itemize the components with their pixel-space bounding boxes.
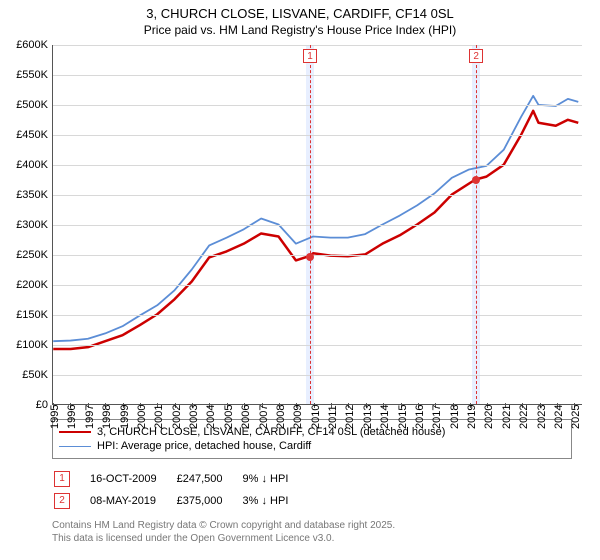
series-line-price_paid bbox=[53, 111, 578, 349]
x-axis-label: 2014 bbox=[379, 405, 391, 429]
chart-titles: 3, CHURCH CLOSE, LISVANE, CARDIFF, CF14 … bbox=[0, 0, 600, 37]
x-axis-label: 2008 bbox=[275, 405, 287, 429]
x-axis-label: 2021 bbox=[501, 405, 513, 429]
x-axis-label: 1998 bbox=[101, 405, 113, 429]
sale-index-badge: 1 bbox=[54, 471, 70, 487]
y-axis-label: £100K bbox=[0, 339, 48, 351]
x-axis-label: 2018 bbox=[449, 405, 461, 429]
y-axis-label: £600K bbox=[0, 39, 48, 51]
y-axis-label: £550K bbox=[0, 69, 48, 81]
gridline bbox=[53, 165, 582, 166]
y-axis-label: £150K bbox=[0, 309, 48, 321]
x-axis-label: 2007 bbox=[258, 405, 270, 429]
x-axis-label: 2006 bbox=[240, 405, 252, 429]
y-axis-label: £50K bbox=[0, 369, 48, 381]
x-axis-label: 2016 bbox=[414, 405, 426, 429]
x-axis-label: 1999 bbox=[119, 405, 131, 429]
x-axis-label: 2009 bbox=[292, 405, 304, 429]
event-dashed-line bbox=[310, 45, 311, 404]
y-axis-label: £450K bbox=[0, 129, 48, 141]
sale-date: 08-MAY-2019 bbox=[90, 491, 175, 511]
footnote-line: Contains HM Land Registry data © Crown c… bbox=[52, 519, 600, 532]
sale-delta: 3% ↓ HPI bbox=[243, 491, 307, 511]
x-axis-label: 1995 bbox=[49, 405, 61, 429]
gridline bbox=[53, 225, 582, 226]
x-axis-label: 1997 bbox=[84, 405, 96, 429]
x-axis-label: 2000 bbox=[136, 405, 148, 429]
x-axis-label: 2004 bbox=[205, 405, 217, 429]
gridline bbox=[53, 135, 582, 136]
chart-container: 3, CHURCH CLOSE, LISVANE, CARDIFF, CF14 … bbox=[0, 0, 600, 545]
sale-dot bbox=[306, 253, 314, 261]
footnote: Contains HM Land Registry data © Crown c… bbox=[52, 519, 600, 545]
table-row: 2 08-MAY-2019 £375,000 3% ↓ HPI bbox=[54, 491, 306, 511]
x-axis-label: 2020 bbox=[483, 405, 495, 429]
sale-index-badge: 2 bbox=[54, 493, 70, 509]
sale-dot bbox=[472, 176, 480, 184]
x-axis-label: 2005 bbox=[223, 405, 235, 429]
chart-title-address: 3, CHURCH CLOSE, LISVANE, CARDIFF, CF14 … bbox=[0, 6, 600, 21]
gridline bbox=[53, 375, 582, 376]
series-line-hpi bbox=[53, 96, 578, 341]
event-dashed-line bbox=[476, 45, 477, 404]
gridline bbox=[53, 255, 582, 256]
gridline bbox=[53, 315, 582, 316]
x-axis-label: 2019 bbox=[466, 405, 478, 429]
gridline bbox=[53, 195, 582, 196]
x-axis-label: 2001 bbox=[153, 405, 165, 429]
gridline bbox=[53, 345, 582, 346]
legend-row-hpi: HPI: Average price, detached house, Card… bbox=[59, 440, 565, 452]
x-axis-label: 2015 bbox=[397, 405, 409, 429]
y-axis-label: £400K bbox=[0, 159, 48, 171]
chart-title-sub: Price paid vs. HM Land Registry's House … bbox=[0, 23, 600, 37]
sale-date: 16-OCT-2009 bbox=[90, 469, 175, 489]
x-axis-label: 2010 bbox=[310, 405, 322, 429]
y-axis-label: £350K bbox=[0, 189, 48, 201]
gridline bbox=[53, 105, 582, 106]
sale-price: £375,000 bbox=[177, 491, 241, 511]
legend-swatch-price-paid bbox=[59, 431, 91, 433]
sale-delta: 9% ↓ HPI bbox=[243, 469, 307, 489]
event-marker-badge: 1 bbox=[303, 49, 317, 63]
gridline bbox=[53, 45, 582, 46]
sale-price: £247,500 bbox=[177, 469, 241, 489]
y-axis-label: £250K bbox=[0, 249, 48, 261]
sales-table: 1 16-OCT-2009 £247,500 9% ↓ HPI 2 08-MAY… bbox=[52, 467, 308, 513]
event-marker-badge: 2 bbox=[469, 49, 483, 63]
y-axis-label: £500K bbox=[0, 99, 48, 111]
x-axis-label: 2011 bbox=[327, 405, 339, 429]
x-axis-label: 1996 bbox=[66, 405, 78, 429]
legend-swatch-hpi bbox=[59, 446, 91, 447]
x-axis-label: 2013 bbox=[362, 405, 374, 429]
table-row: 1 16-OCT-2009 £247,500 9% ↓ HPI bbox=[54, 469, 306, 489]
gridline bbox=[53, 285, 582, 286]
y-axis-label: £300K bbox=[0, 219, 48, 231]
x-axis-label: 2025 bbox=[570, 405, 582, 429]
x-axis-label: 2017 bbox=[431, 405, 443, 429]
legend-label-price-paid: 3, CHURCH CLOSE, LISVANE, CARDIFF, CF14 … bbox=[97, 426, 445, 438]
legend-label-hpi: HPI: Average price, detached house, Card… bbox=[97, 440, 311, 452]
y-axis-label: £200K bbox=[0, 279, 48, 291]
x-axis-label: 2022 bbox=[518, 405, 530, 429]
gridline bbox=[53, 75, 582, 76]
x-axis-label: 2024 bbox=[553, 405, 565, 429]
x-axis-label: 2012 bbox=[344, 405, 356, 429]
plot-area: £0£50K£100K£150K£200K£250K£300K£350K£400… bbox=[52, 45, 582, 405]
y-axis-label: £0 bbox=[0, 399, 48, 411]
x-axis-label: 2003 bbox=[188, 405, 200, 429]
x-axis-label: 2023 bbox=[536, 405, 548, 429]
x-axis-label: 2002 bbox=[171, 405, 183, 429]
footnote-line: This data is licensed under the Open Gov… bbox=[52, 532, 600, 545]
